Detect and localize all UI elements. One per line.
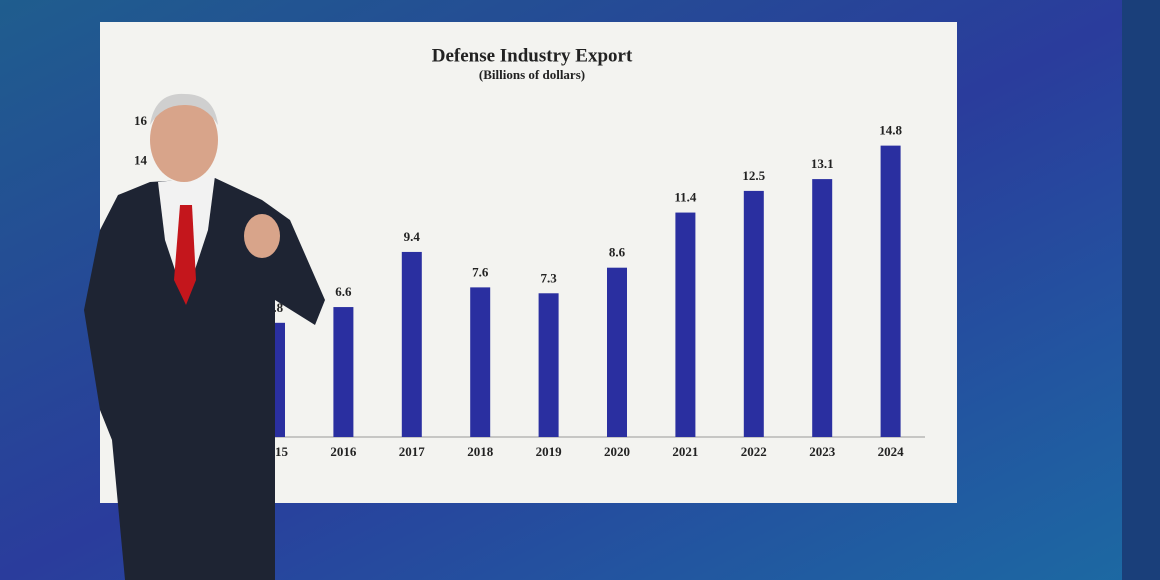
bar <box>401 251 422 437</box>
y-tick-label: 16 <box>134 113 148 128</box>
hair <box>150 93 218 125</box>
y-tick-label: 14 <box>134 152 148 167</box>
tie <box>174 205 196 305</box>
bar <box>470 287 491 437</box>
chart-subtitle: (Billions of dollars) <box>479 67 585 82</box>
suit <box>84 178 325 580</box>
bar <box>812 179 833 437</box>
data-label: 7.3 <box>540 270 557 285</box>
x-tick-label: 2020 <box>604 444 630 459</box>
head <box>150 98 218 182</box>
background-edge <box>1122 0 1160 580</box>
x-tick-label: 2021 <box>672 444 698 459</box>
x-tick-label: 2018 <box>467 444 494 459</box>
bar <box>880 145 901 437</box>
x-tick-label: 2016 <box>330 444 357 459</box>
data-label: 12.5 <box>742 168 765 183</box>
x-tick-label: 2017 <box>399 444 426 459</box>
bar <box>607 267 627 437</box>
data-label: 13.1 <box>811 156 834 171</box>
chart-title: Defense Industry Export <box>432 45 633 66</box>
data-label: 6.6 <box>335 284 352 299</box>
presenter <box>84 93 325 580</box>
x-tick-label: 2024 <box>878 444 905 459</box>
bar <box>538 293 559 437</box>
x-tick-label: 2023 <box>809 444 836 459</box>
bar <box>333 307 354 437</box>
x-tick-label: 2022 <box>741 444 767 459</box>
data-label: 7.6 <box>472 264 489 279</box>
data-label: 8.6 <box>609 245 626 260</box>
bar <box>743 190 764 437</box>
data-label: 11.4 <box>674 190 697 205</box>
bar <box>675 212 696 437</box>
x-tick-label: 2019 <box>536 444 563 459</box>
data-label: 9.4 <box>404 229 421 244</box>
hand <box>244 214 280 258</box>
data-label: 14.8 <box>879 123 902 138</box>
